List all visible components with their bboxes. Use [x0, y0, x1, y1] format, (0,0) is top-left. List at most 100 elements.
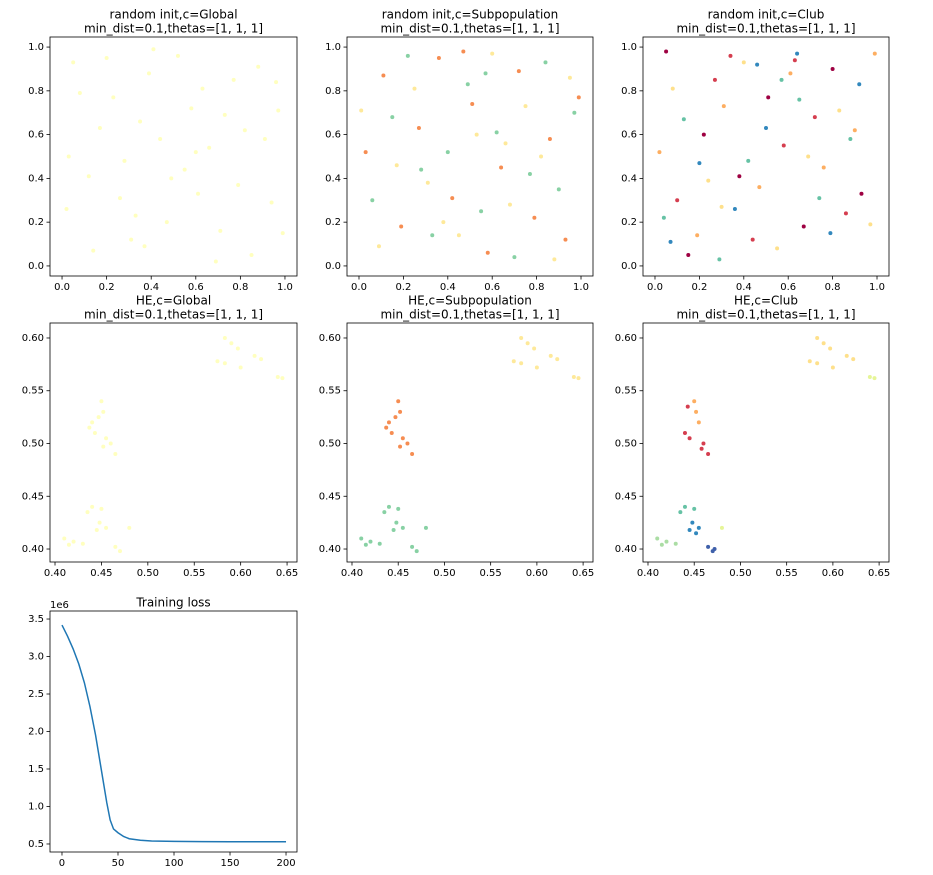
- point: [519, 335, 524, 340]
- point: [405, 53, 410, 58]
- y-tick-label: 0.55: [615, 386, 637, 397]
- point: [262, 136, 267, 141]
- x-tick-label: 0.2: [395, 282, 411, 293]
- x-tick-label: 0.2: [99, 282, 115, 293]
- point: [507, 202, 512, 207]
- point: [732, 207, 737, 212]
- point: [410, 452, 415, 457]
- point: [164, 220, 169, 225]
- y-tick-label: 0.6: [28, 130, 44, 141]
- y-tick-label: 0.8: [325, 86, 341, 97]
- point: [363, 150, 368, 155]
- point: [436, 56, 441, 61]
- point: [659, 542, 664, 547]
- axes-frame: [346, 36, 594, 277]
- y-tick-label: 0.50: [319, 439, 341, 450]
- y-tick-label: 0.0: [28, 261, 44, 272]
- chart-title: min_dist=0.1,thetas=[1, 1, 1]: [84, 308, 263, 322]
- point: [779, 77, 784, 82]
- point: [381, 73, 386, 78]
- point: [96, 415, 101, 420]
- point: [64, 207, 69, 212]
- point: [235, 346, 240, 351]
- point: [837, 108, 842, 113]
- point: [657, 150, 662, 155]
- point: [775, 246, 780, 251]
- point: [852, 128, 857, 133]
- y-tick-label: 0.45: [615, 491, 637, 502]
- point: [695, 233, 700, 238]
- point: [788, 71, 793, 76]
- point: [685, 404, 690, 409]
- point: [479, 209, 484, 214]
- point: [97, 520, 102, 525]
- point: [104, 525, 109, 530]
- point: [499, 165, 504, 170]
- point: [681, 117, 686, 122]
- x-tick-label: 0.6: [188, 282, 204, 293]
- point: [182, 167, 187, 172]
- point: [90, 420, 95, 425]
- point: [113, 544, 118, 549]
- point: [412, 86, 417, 91]
- point: [129, 237, 134, 242]
- point: [280, 376, 285, 381]
- point: [450, 196, 455, 201]
- point: [781, 143, 786, 148]
- point: [377, 541, 382, 546]
- x-tick-label: 0.45: [683, 568, 705, 579]
- point: [151, 47, 156, 52]
- point: [117, 549, 122, 554]
- x-tick-label: 0.40: [637, 568, 659, 579]
- x-tick-label: 100: [164, 858, 183, 869]
- x-tick-label: 0.65: [276, 568, 298, 579]
- y-tick-label: 0.2: [621, 217, 637, 228]
- point: [127, 525, 132, 530]
- point: [394, 520, 399, 525]
- point: [532, 215, 537, 220]
- point: [386, 420, 391, 425]
- point: [363, 542, 368, 547]
- point: [101, 409, 106, 414]
- point: [757, 185, 762, 190]
- point: [523, 104, 528, 109]
- point: [872, 51, 877, 56]
- x-tick-label: 0.60: [822, 568, 844, 579]
- point: [687, 436, 692, 441]
- point: [576, 376, 581, 381]
- point: [423, 525, 428, 530]
- x-tick-label: 0.50: [433, 568, 455, 579]
- point: [193, 150, 198, 155]
- point: [393, 415, 398, 420]
- point: [146, 71, 151, 76]
- point: [66, 542, 71, 547]
- point: [394, 163, 399, 168]
- point: [80, 541, 85, 546]
- point: [425, 180, 430, 185]
- point: [222, 361, 227, 366]
- point: [222, 335, 227, 340]
- axes-frame: [642, 322, 890, 563]
- x-tick-label: 1.0: [277, 282, 293, 293]
- y-tick-label: 0.4: [28, 173, 44, 184]
- point: [104, 56, 109, 61]
- point: [567, 75, 572, 80]
- point: [719, 525, 724, 530]
- axes-frame: [49, 322, 298, 563]
- point: [441, 220, 446, 225]
- point: [85, 510, 90, 515]
- y-tick-label: 0.2: [325, 217, 341, 228]
- chart-title: min_dist=0.1,thetas=[1, 1, 1]: [380, 308, 559, 322]
- x-tick-label: 0.50: [729, 568, 751, 579]
- x-tick-label: 200: [276, 858, 295, 869]
- point: [503, 141, 508, 146]
- point: [686, 252, 691, 257]
- point: [494, 130, 499, 135]
- point: [391, 528, 396, 533]
- loss-line: [61, 624, 287, 843]
- y-tick-label: 0.45: [319, 491, 341, 502]
- y-tick-label: 2.5: [28, 689, 44, 700]
- point: [815, 335, 820, 340]
- point: [400, 525, 405, 530]
